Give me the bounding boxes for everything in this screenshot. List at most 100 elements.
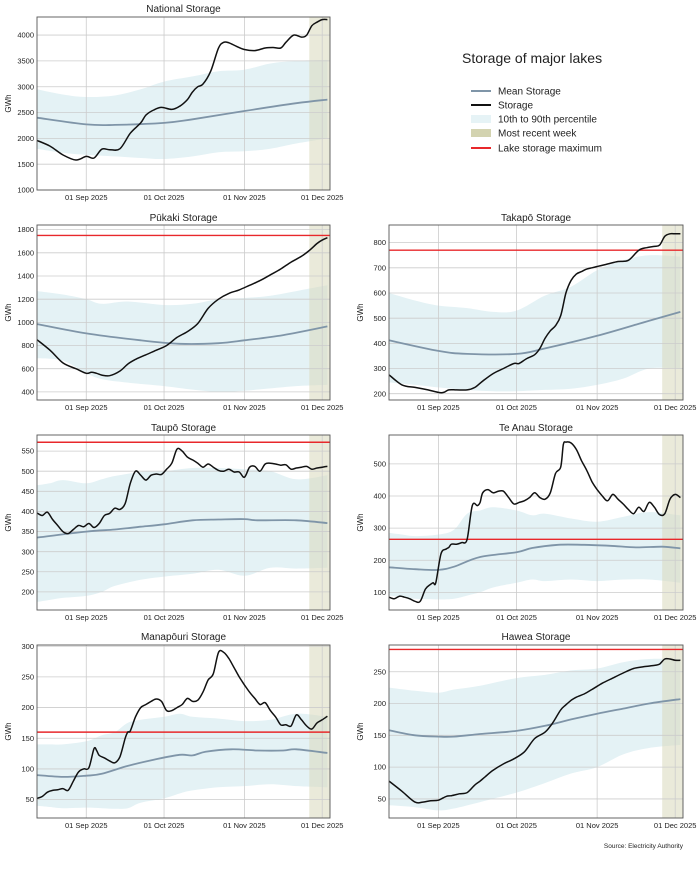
y-tick-label: 500 <box>373 459 386 468</box>
mean-storage-line <box>36 518 328 539</box>
y-axis-label: GWh <box>4 303 13 321</box>
y-tick-label: 400 <box>373 492 386 501</box>
y-tick-label: 300 <box>21 547 34 556</box>
recent-week-shade <box>309 17 330 190</box>
x-tick-label: 01 Oct 2025 <box>496 613 537 622</box>
y-tick-label: 300 <box>373 364 386 373</box>
plot-frame <box>36 644 331 819</box>
y-tick-label: 1500 <box>17 160 34 169</box>
y-tick-label: 50 <box>26 795 34 804</box>
percentile-band <box>37 713 328 809</box>
recent-week-shade <box>662 435 683 610</box>
panel-title: Hawea Storage <box>502 632 571 643</box>
percentile-band <box>37 467 328 602</box>
legend-title: Storage of major lakes <box>462 50 602 66</box>
panel-title: Pūkaki Storage <box>150 213 218 224</box>
y-axis-label: GWh <box>356 303 365 321</box>
y-axis-label: GWh <box>4 722 13 740</box>
y-tick-label: 3000 <box>17 82 34 91</box>
y-tick-label: 100 <box>21 765 34 774</box>
x-tick-label: 01 Oct 2025 <box>496 403 537 412</box>
y-axis-label: GWh <box>356 722 365 740</box>
legend-item-recent-week: Most recent week <box>471 129 577 140</box>
y-tick-label: 200 <box>373 389 386 398</box>
source-note: Source: Electricity Authority <box>604 843 684 850</box>
mean-storage-line <box>36 98 328 127</box>
plot-frame <box>36 16 331 191</box>
x-tick-label: 01 Nov 2025 <box>576 403 619 412</box>
x-tick-label: 01 Sep 2025 <box>417 403 460 412</box>
y-tick-label: 2500 <box>17 108 34 117</box>
y-axis-label: GWh <box>4 513 13 531</box>
panel-title: Te Anau Storage <box>499 423 573 434</box>
x-tick-label: 01 Nov 2025 <box>223 403 266 412</box>
legend-item-percentile: 10th to 90th percentile <box>471 115 597 126</box>
legend-item-lake-max: Lake storage maximum <box>471 144 602 155</box>
y-tick-label: 200 <box>373 556 386 565</box>
panel-taupo: 200 250 300 350 400 450 500 550 01 Sep 2025 01 Oc… <box>4 423 343 622</box>
y-tick-label: 100 <box>373 763 386 772</box>
storage-line <box>37 18 328 161</box>
storage-line <box>389 232 681 394</box>
y-tick-label: 200 <box>21 703 34 712</box>
panel-title: Manapōuri Storage <box>141 632 226 643</box>
legend-label-recent-week: Most recent week <box>498 129 577 140</box>
x-tick-label: 01 Nov 2025 <box>223 613 266 622</box>
percentile-band <box>37 59 328 160</box>
panel-title: Taupō Storage <box>151 423 216 434</box>
x-tick-label: 01 Nov 2025 <box>576 821 619 830</box>
y-tick-label: 600 <box>21 364 34 373</box>
percentile-band <box>389 507 681 600</box>
legend-label-lake-max: Lake storage maximum <box>498 144 602 155</box>
y-tick-label: 150 <box>21 734 34 743</box>
mean-storage-line <box>36 323 328 345</box>
x-tick-label: 01 Sep 2025 <box>65 821 108 830</box>
y-tick-label: 250 <box>21 673 34 682</box>
y-tick-label: 400 <box>21 507 34 516</box>
mean-storage-line <box>388 698 681 738</box>
storage-line <box>37 237 328 377</box>
y-tick-label: 450 <box>21 487 34 496</box>
y-tick-label: 300 <box>373 524 386 533</box>
panel-title: National Storage <box>146 4 221 15</box>
x-tick-label: 01 Nov 2025 <box>576 613 619 622</box>
legend-label-storage: Storage <box>498 101 533 112</box>
plot-frame <box>36 434 331 611</box>
x-tick-label: 01 Dec 2025 <box>301 821 344 830</box>
y-tick-label: 1000 <box>17 186 34 195</box>
y-tick-label: 350 <box>21 527 34 536</box>
legend-item-storage: Storage <box>471 101 533 112</box>
x-tick-label: 01 Sep 2025 <box>65 193 108 202</box>
y-tick-label: 1400 <box>17 272 34 281</box>
y-tick-label: 1800 <box>17 225 34 234</box>
panel-teanau: 100 200 300 400 500 01 Sep 2025 01 Oct 2025 01 … <box>356 423 696 622</box>
plot-frame <box>36 224 331 401</box>
y-tick-label: 200 <box>21 587 34 596</box>
legend-item-mean: Mean Storage <box>471 87 561 98</box>
x-tick-label: 01 Sep 2025 <box>417 613 460 622</box>
x-tick-label: 01 Oct 2025 <box>496 821 537 830</box>
plot-frame <box>388 224 684 401</box>
y-tick-label: 500 <box>373 314 386 323</box>
legend-label-mean: Mean Storage <box>498 87 561 98</box>
y-tick-label: 2000 <box>17 134 34 143</box>
y-axis-label: GWh <box>356 513 365 531</box>
x-tick-label: 01 Sep 2025 <box>65 613 108 622</box>
y-tick-label: 3500 <box>17 56 34 65</box>
y-tick-label: 250 <box>373 667 386 676</box>
panel-takapo: 200 300 400 500 600 700 800 01 Sep 2025 01 Oct 2… <box>356 213 696 412</box>
panel-hawea: 50 100 150 200 250 01 Sep 2025 01 Oct 2025 01 N… <box>356 632 696 830</box>
y-tick-label: 600 <box>373 289 386 298</box>
y-tick-label: 1000 <box>17 318 34 327</box>
x-tick-label: 01 Nov 2025 <box>223 193 266 202</box>
y-tick-label: 400 <box>373 339 386 348</box>
x-tick-label: 01 Oct 2025 <box>144 193 185 202</box>
y-tick-label: 100 <box>373 588 386 597</box>
panels: 1000 1500 2000 2500 3000 3500 4000 01 Sep 2025 0… <box>4 4 696 830</box>
x-tick-label: 01 Dec 2025 <box>654 403 697 412</box>
y-tick-label: 50 <box>378 795 386 804</box>
x-tick-label: 01 Sep 2025 <box>417 821 460 830</box>
panel-national: 1000 1500 2000 2500 3000 3500 4000 01 Sep 2025 0… <box>4 4 343 202</box>
